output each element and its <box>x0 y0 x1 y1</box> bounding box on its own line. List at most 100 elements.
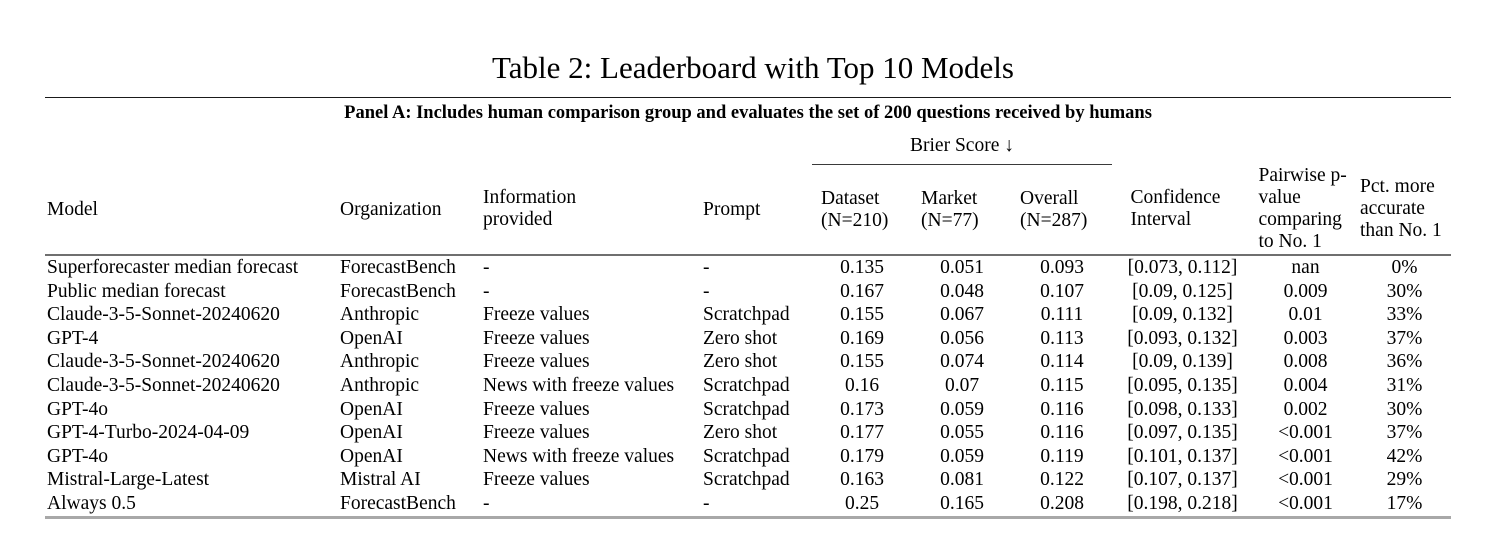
cell-pairwise_p_value: nan <box>1291 257 1320 278</box>
cell-brier_overall: 0.116 <box>1040 422 1084 444</box>
cell-brier_market: 0.165 <box>940 492 984 514</box>
cell-confidence_interval: [0.093, 0.132] <box>1127 327 1238 349</box>
cell-model: GPT-4 <box>47 327 99 349</box>
column-header-information-provided: Information provided <box>481 165 701 256</box>
cell-brier_overall: 0.114 <box>1040 351 1084 373</box>
cell-organization: Anthropic <box>340 351 420 373</box>
cell-prompt: - <box>703 492 710 514</box>
cell-prompt: Scratchpad <box>703 304 790 326</box>
cell-brier_market: 0.081 <box>940 469 984 491</box>
cell-pairwise_p_value: <0.001 <box>1278 445 1333 467</box>
cell-confidence_interval: [0.101, 0.137] <box>1127 445 1238 467</box>
cell-pairwise_p_value: 0.004 <box>1283 374 1328 396</box>
column-header-label: Market (N=77) <box>921 187 979 231</box>
cell-pairwise_p_value: <0.001 <box>1278 492 1333 514</box>
cell-model: GPT-4o <box>47 398 109 420</box>
cell-pairwise_p_value: 0.003 <box>1283 327 1328 349</box>
cell-brier_market: 0.048 <box>940 280 984 302</box>
table-row: Public median forecast ForecastBench - - 0.1… <box>45 280 1451 304</box>
cell-confidence_interval: [0.097, 0.135] <box>1127 422 1238 444</box>
cell-brier_overall: 0.208 <box>1040 492 1084 514</box>
cell-model: Superforecaster median forecast <box>47 257 299 278</box>
cell-organization: OpenAI <box>340 398 403 420</box>
column-header-pct-more-accurate: Pct. more accurate than No. 1 <box>1358 165 1451 256</box>
cell-brier_market: 0.074 <box>940 351 984 373</box>
cell-brier_dataset: 0.16 <box>844 374 880 396</box>
cell-brier_dataset: 0.25 <box>844 492 880 514</box>
column-header-organization: Organization <box>338 165 481 256</box>
leaderboard-table: Panel A: Includes human comparison group… <box>45 97 1452 519</box>
cell-organization: OpenAI <box>340 422 403 444</box>
column-header-label: Overall (N=287) <box>1020 187 1088 231</box>
cell-brier_overall: 0.119 <box>1040 445 1084 467</box>
cell-organization: OpenAI <box>340 445 403 467</box>
cell-pct_more_accurate: 42% <box>1386 445 1423 467</box>
cell-prompt: - <box>703 257 710 278</box>
cell-brier_overall: 0.116 <box>1040 398 1084 420</box>
cell-information_provided: Freeze values <box>483 304 590 326</box>
column-header-brier-overall: Overall (N=287) <box>1012 165 1112 256</box>
cell-confidence_interval: [0.098, 0.133] <box>1127 398 1238 420</box>
cell-confidence_interval: [0.09, 0.125] <box>1132 280 1233 302</box>
cell-brier_market: 0.056 <box>940 327 984 349</box>
column-header-label: Pairwise p-value comparing to No. 1 <box>1258 165 1347 253</box>
table-body: Superforecaster median forecast ForecastB… <box>45 255 1452 517</box>
cell-pct_more_accurate: 30% <box>1386 280 1423 302</box>
cell-brier_market: 0.07 <box>944 374 980 396</box>
cell-pct_more_accurate: 17% <box>1386 492 1423 514</box>
cell-pairwise_p_value: 0.01 <box>1288 304 1323 326</box>
cell-information_provided: Freeze values <box>483 351 590 373</box>
cell-model: Always 0.5 <box>47 492 136 514</box>
cell-pairwise_p_value: 0.002 <box>1283 398 1328 420</box>
cell-prompt: Zero shot <box>703 422 778 444</box>
cell-prompt: Zero shot <box>703 351 778 373</box>
cell-brier_market: 0.055 <box>940 422 984 444</box>
cell-pairwise_p_value: <0.001 <box>1278 422 1333 444</box>
column-header-model: Model <box>45 165 338 256</box>
cell-brier_dataset: 0.155 <box>840 304 884 326</box>
column-header-brier-market: Market (N=77) <box>912 165 1012 256</box>
cell-information_provided: News with freeze values <box>483 445 675 467</box>
table-row: GPT-4o OpenAI News with freeze values Scrat… <box>45 445 1451 469</box>
cell-confidence_interval: [0.09, 0.139] <box>1132 351 1233 373</box>
cell-organization: Mistral AI <box>340 469 421 491</box>
spanner-spacer-left <box>45 128 812 165</box>
table-title: Table 2: Leaderboard with Top 10 Models <box>492 50 1014 85</box>
table-row: GPT-4-Turbo-2024-04-09 OpenAI Freeze value… <box>45 421 1451 445</box>
cell-organization: Anthropic <box>340 304 420 326</box>
column-header-label: Information provided <box>483 187 577 231</box>
cell-information_provided: News with freeze values <box>483 374 675 396</box>
cell-brier_dataset: 0.135 <box>840 257 884 278</box>
cell-model: Public median forecast <box>47 280 226 302</box>
table-row: Superforecaster median forecast ForecastB… <box>45 255 1451 280</box>
column-header-label: Pct. more accurate than No. 1 <box>1360 176 1442 242</box>
cell-brier_dataset: 0.163 <box>840 469 884 491</box>
leaderboard-table-wrap: Panel A: Includes human comparison group… <box>45 97 1452 519</box>
cell-information_provided: Freeze values <box>483 327 590 349</box>
cell-pairwise_p_value: <0.001 <box>1278 469 1333 491</box>
cell-model: Mistral-Large-Latest <box>47 469 210 491</box>
cell-brier_market: 0.067 <box>940 304 984 326</box>
cell-brier_market: 0.059 <box>940 398 984 420</box>
column-header-prompt: Prompt <box>701 165 812 256</box>
cell-brier_overall: 0.093 <box>1040 257 1084 278</box>
cell-model: GPT-4o <box>47 445 109 467</box>
table-row: GPT-4 OpenAI Freeze values Zero shot 0.169 0.… <box>45 327 1451 351</box>
cell-brier_dataset: 0.179 <box>840 445 884 467</box>
cell-information_provided: - <box>483 257 490 278</box>
table-row: Claude-3-5-Sonnet-20240620 Anthropic News … <box>45 374 1451 398</box>
cell-brier_overall: 0.107 <box>1040 280 1084 302</box>
cell-organization: ForecastBench <box>340 492 456 514</box>
brier-score-spanner: Brier Score ↓ <box>812 128 1112 165</box>
cell-brier_market: 0.059 <box>940 445 984 467</box>
cell-model: Claude-3-5-Sonnet-20240620 <box>47 304 280 326</box>
column-header-confidence-interval: Confidence Interval <box>1112 165 1253 256</box>
table-row: Always 0.5 ForecastBench - - 0.25 0.165 0.208 [… <box>45 492 1451 517</box>
brier-spanner-row: Brier Score ↓ <box>45 128 1451 165</box>
cell-pct_more_accurate: 36% <box>1386 351 1423 373</box>
cell-confidence_interval: [0.107, 0.137] <box>1127 469 1238 491</box>
cell-pairwise_p_value: 0.008 <box>1283 351 1328 373</box>
table-row: Claude-3-5-Sonnet-20240620 Anthropic Freez… <box>45 303 1451 327</box>
cell-information_provided: Freeze values <box>483 398 590 420</box>
